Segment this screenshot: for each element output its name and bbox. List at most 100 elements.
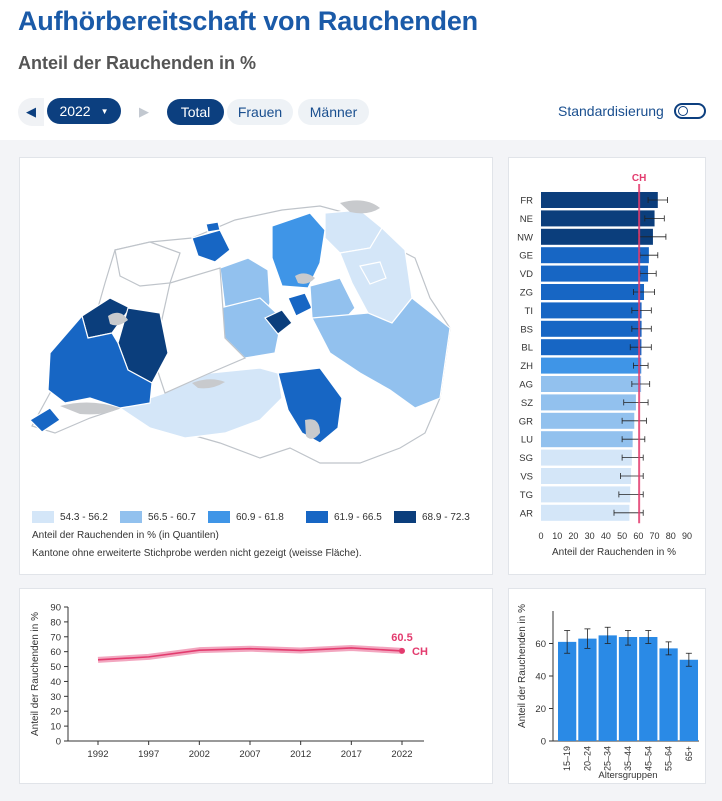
x-tick-label: 30 [585,531,595,541]
x-tick-label: 20–24 [582,746,592,771]
standardization-toggle[interactable] [674,103,706,119]
canton-gr[interactable] [311,297,451,409]
bar [541,192,658,208]
x-tick-label: 1992 [87,749,108,760]
x-tick-label: 15–19 [562,746,572,771]
legend-q5: 68.9 - 72.3 [394,511,470,523]
x-tick-label: 35–44 [623,746,633,771]
series-line [97,647,403,661]
y-tick-label: TI [525,306,533,317]
x-axis-label: Anteil der Rauchenden in % [552,547,676,558]
y-tick-label: 60 [50,647,61,658]
bar [541,376,642,392]
lake [295,273,315,284]
page-title: Aufhörbereitschaft von Rauchenden [18,6,478,36]
trend-line-chart: 0 10 20 30 40 50 60 70 80 90 1992 1997 2002 2007 2012 2… [30,603,428,761]
canton-bar-card: FR NE NW GE VD ZG TI BS BL ZH AG SZ GR LU SG VS TG AR CH 0 1… [508,157,706,575]
x-tick-label: 20 [568,531,578,541]
y-tick-label: 0 [541,737,546,748]
legend-swatch [208,511,230,523]
bar [541,449,632,466]
y-tick-label: 40 [535,672,546,683]
end-point [399,647,405,654]
age-bar-chart: 0 20 40 60 15–19 20–24 25–34 35–44 45–54 55–64 65+… [517,604,699,781]
bar [541,247,649,264]
bar [541,210,655,227]
x-tick-label: 45–54 [643,746,653,771]
bar [541,302,642,319]
x-tick-label: 90 [682,531,692,541]
lake [340,200,380,214]
x-tick-label: 2017 [341,749,362,760]
y-tick-label: BS [520,324,533,335]
bar [618,637,638,741]
y-tick-label: 50 [50,662,61,673]
year-select[interactable]: 2022 ▼ [47,98,121,124]
y-tick-label: 80 [50,617,61,628]
tab-maenner[interactable]: Männer [298,99,369,125]
y-tick-label: BL [521,343,533,354]
canton-zh[interactable] [271,212,326,289]
x-tick-label: 2022 [391,749,412,760]
page-subtitle: Anteil der Rauchenden in % [18,53,257,73]
y-tick-label: TG [520,490,533,501]
y-tick-label: ZG [520,288,533,299]
y-tick-label: GR [519,416,533,427]
toggle-knob [678,106,688,116]
tab-total[interactable]: Total [167,99,224,125]
bar [598,635,617,741]
canton-nw[interactable] [264,309,293,335]
y-tick-label: NW [517,232,533,243]
y-tick-label: 30 [50,692,61,703]
bar [679,659,698,741]
legend-q2: 56.5 - 60.7 [120,511,196,523]
lake [192,379,225,389]
canton-bs[interactable] [205,221,221,233]
age-card: 0 20 40 60 15–19 20–24 25–34 35–44 45–54 55–64 65+… [508,588,706,784]
tab-frauen[interactable]: Frauen [227,99,293,125]
filter-bar: ◀ 2022 ▼ ▶ Total Frauen Männer Standardis… [18,98,708,126]
canton-ti[interactable] [277,367,343,444]
bar [639,637,658,741]
bar [541,412,635,429]
y-axis-label: Anteil der Rauchenden in % [517,604,528,728]
map-card: 54.3 - 56.2 56.5 - 60.7 60.9 - 61.8 61.9… [19,157,493,575]
legend-swatch [394,511,416,523]
legend-swatch [306,511,328,523]
confidence-band [97,644,403,663]
bar [541,320,642,337]
lake [305,419,320,439]
bar [541,504,630,521]
x-tick-label: 25–34 [603,746,613,771]
y-tick-label: 20 [535,704,546,715]
x-axis-label: Altersgruppen [598,770,657,781]
x-tick-label: 60 [633,531,643,541]
y-tick-label: 10 [50,722,61,733]
x-tick-label: 0 [538,531,543,541]
y-tick-label: FR [520,196,533,207]
x-tick-label: 2002 [189,749,210,760]
lake [60,402,120,415]
bar [659,648,678,741]
lake [108,312,128,326]
x-tick-label: 50 [617,531,627,541]
series-label: CH [412,646,428,658]
bar [558,641,577,741]
caret-down-icon: ▼ [100,106,109,116]
canton-vd[interactable] [47,314,153,409]
next-year-button[interactable]: ▶ [131,98,157,126]
chevron-left-icon: ◀ [26,104,36,119]
bar [541,394,636,411]
x-tick-label: 65+ [684,746,694,761]
y-tick-label: 60 [535,639,546,650]
bar [541,339,642,356]
canton-ge[interactable] [29,407,61,433]
x-tick-label: 55–64 [664,746,674,771]
trend-card: 0 10 20 30 40 50 60 70 80 90 1992 1997 2002 2007 2012 2… [19,588,493,784]
bar [578,638,597,741]
y-tick-label: AG [519,380,533,391]
prev-year-button[interactable]: ◀ [18,98,44,126]
y-tick-label: 70 [50,632,61,643]
legend-q4: 61.9 - 66.5 [306,511,382,523]
canton-ar[interactable] [359,261,387,285]
